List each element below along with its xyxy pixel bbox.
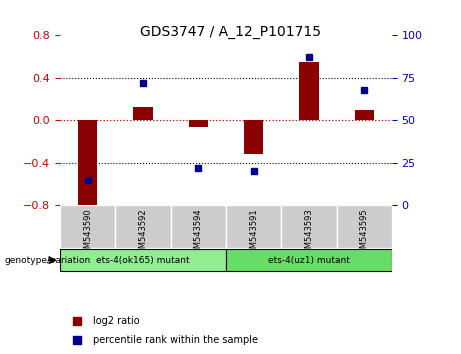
Bar <box>355 110 374 120</box>
Text: GDS3747 / A_12_P101715: GDS3747 / A_12_P101715 <box>140 25 321 39</box>
Text: ets-4(ok165) mutant: ets-4(ok165) mutant <box>96 256 190 265</box>
FancyBboxPatch shape <box>60 205 115 248</box>
FancyBboxPatch shape <box>115 205 171 248</box>
Bar <box>78 120 97 211</box>
FancyBboxPatch shape <box>337 205 392 248</box>
Bar <box>244 120 263 154</box>
Text: GSM543590: GSM543590 <box>83 209 92 259</box>
FancyBboxPatch shape <box>171 205 226 248</box>
Text: genotype/variation: genotype/variation <box>5 256 91 265</box>
Bar <box>189 120 208 127</box>
Text: GSM543595: GSM543595 <box>360 209 369 259</box>
Text: ets-4(uz1) mutant: ets-4(uz1) mutant <box>268 256 350 265</box>
Bar <box>133 107 153 120</box>
Text: GSM543594: GSM543594 <box>194 209 203 259</box>
FancyBboxPatch shape <box>281 205 337 248</box>
Text: percentile rank within the sample: percentile rank within the sample <box>93 335 258 345</box>
Text: log2 ratio: log2 ratio <box>93 316 140 326</box>
Text: GSM543592: GSM543592 <box>138 209 148 259</box>
FancyBboxPatch shape <box>226 249 392 271</box>
Text: GSM543591: GSM543591 <box>249 209 258 259</box>
FancyBboxPatch shape <box>226 205 281 248</box>
Text: GSM543593: GSM543593 <box>304 209 313 259</box>
FancyBboxPatch shape <box>60 249 226 271</box>
Bar <box>299 62 319 120</box>
